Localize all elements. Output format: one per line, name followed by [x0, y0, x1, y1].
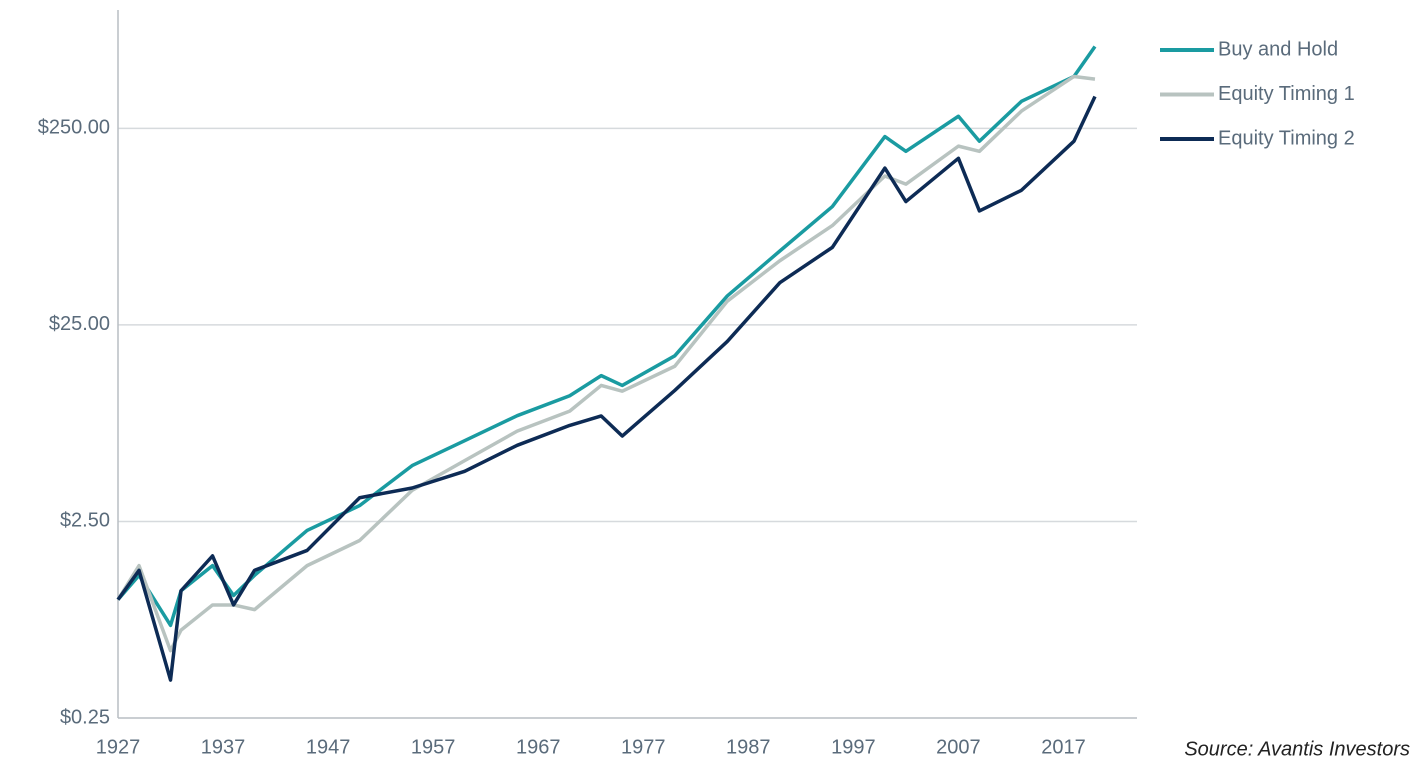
x-tick-label: 1997	[831, 736, 876, 758]
x-tick-label: 1967	[516, 736, 561, 758]
legend-label: Buy and Hold	[1218, 38, 1338, 60]
legend-label: Equity Timing 2	[1218, 127, 1355, 149]
y-tick-label: $0.25	[60, 706, 110, 728]
source: Source: Avantis Investors	[1184, 738, 1410, 760]
series-line	[116, 95, 1097, 682]
series-line	[116, 74, 1096, 653]
x-tick-label: 1957	[411, 736, 456, 758]
series-line	[116, 45, 1097, 628]
y-tick-label: $2.50	[60, 510, 110, 532]
x-tick-label: 1947	[306, 736, 351, 758]
y-tick-label: $250.00	[38, 117, 110, 139]
x-tick-label: 2017	[1041, 736, 1086, 758]
legend-label: Equity Timing 1	[1218, 83, 1355, 105]
x-tick-label: 2007	[936, 736, 981, 758]
x-tick-label: 1987	[726, 736, 771, 758]
x-tick-label: 1937	[201, 736, 246, 758]
x-tick-label: 1977	[621, 736, 666, 758]
x-tick-label: 1927	[96, 736, 141, 758]
y-tick-label: $25.00	[49, 313, 110, 335]
